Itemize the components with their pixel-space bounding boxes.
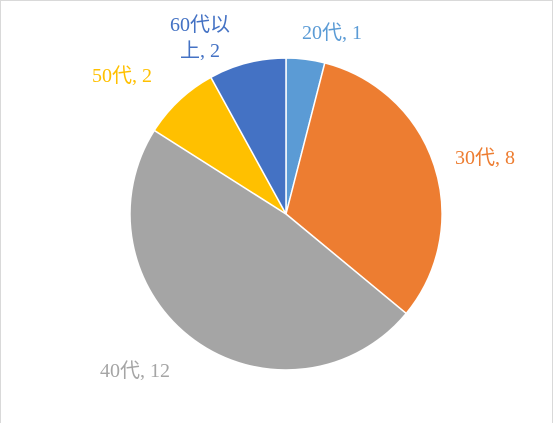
data-label-text: 40代, 12 bbox=[100, 360, 170, 382]
data-label: 40代, 12 bbox=[100, 360, 170, 382]
category-label: 30代 bbox=[455, 147, 495, 169]
data-label-text: 60代以上, 2 bbox=[170, 14, 230, 62]
data-label-text: 30代, 8 bbox=[455, 147, 515, 169]
category-label: 20代 bbox=[302, 22, 342, 44]
data-label: 60代以上, 2 bbox=[170, 14, 230, 62]
data-label: 30代, 8 bbox=[455, 147, 515, 169]
pie-slice bbox=[129, 129, 408, 371]
data-label-text: 20代, 1 bbox=[302, 22, 362, 44]
value-label: 1 bbox=[352, 22, 362, 44]
data-label: 20代, 1 bbox=[302, 22, 362, 44]
data-label: 50代, 2 bbox=[92, 65, 152, 87]
category-label: 50代 bbox=[92, 65, 132, 87]
value-label: 2 bbox=[142, 65, 152, 87]
data-label-text: 50代, 2 bbox=[92, 65, 152, 87]
value-label: 2 bbox=[210, 40, 220, 62]
category-label: 40代 bbox=[100, 360, 140, 382]
value-label: 12 bbox=[150, 360, 170, 382]
pie-slice bbox=[285, 61, 443, 315]
value-label: 8 bbox=[505, 147, 515, 169]
category-label: 60代以上 bbox=[170, 14, 230, 62]
pie-slice bbox=[209, 57, 287, 215]
